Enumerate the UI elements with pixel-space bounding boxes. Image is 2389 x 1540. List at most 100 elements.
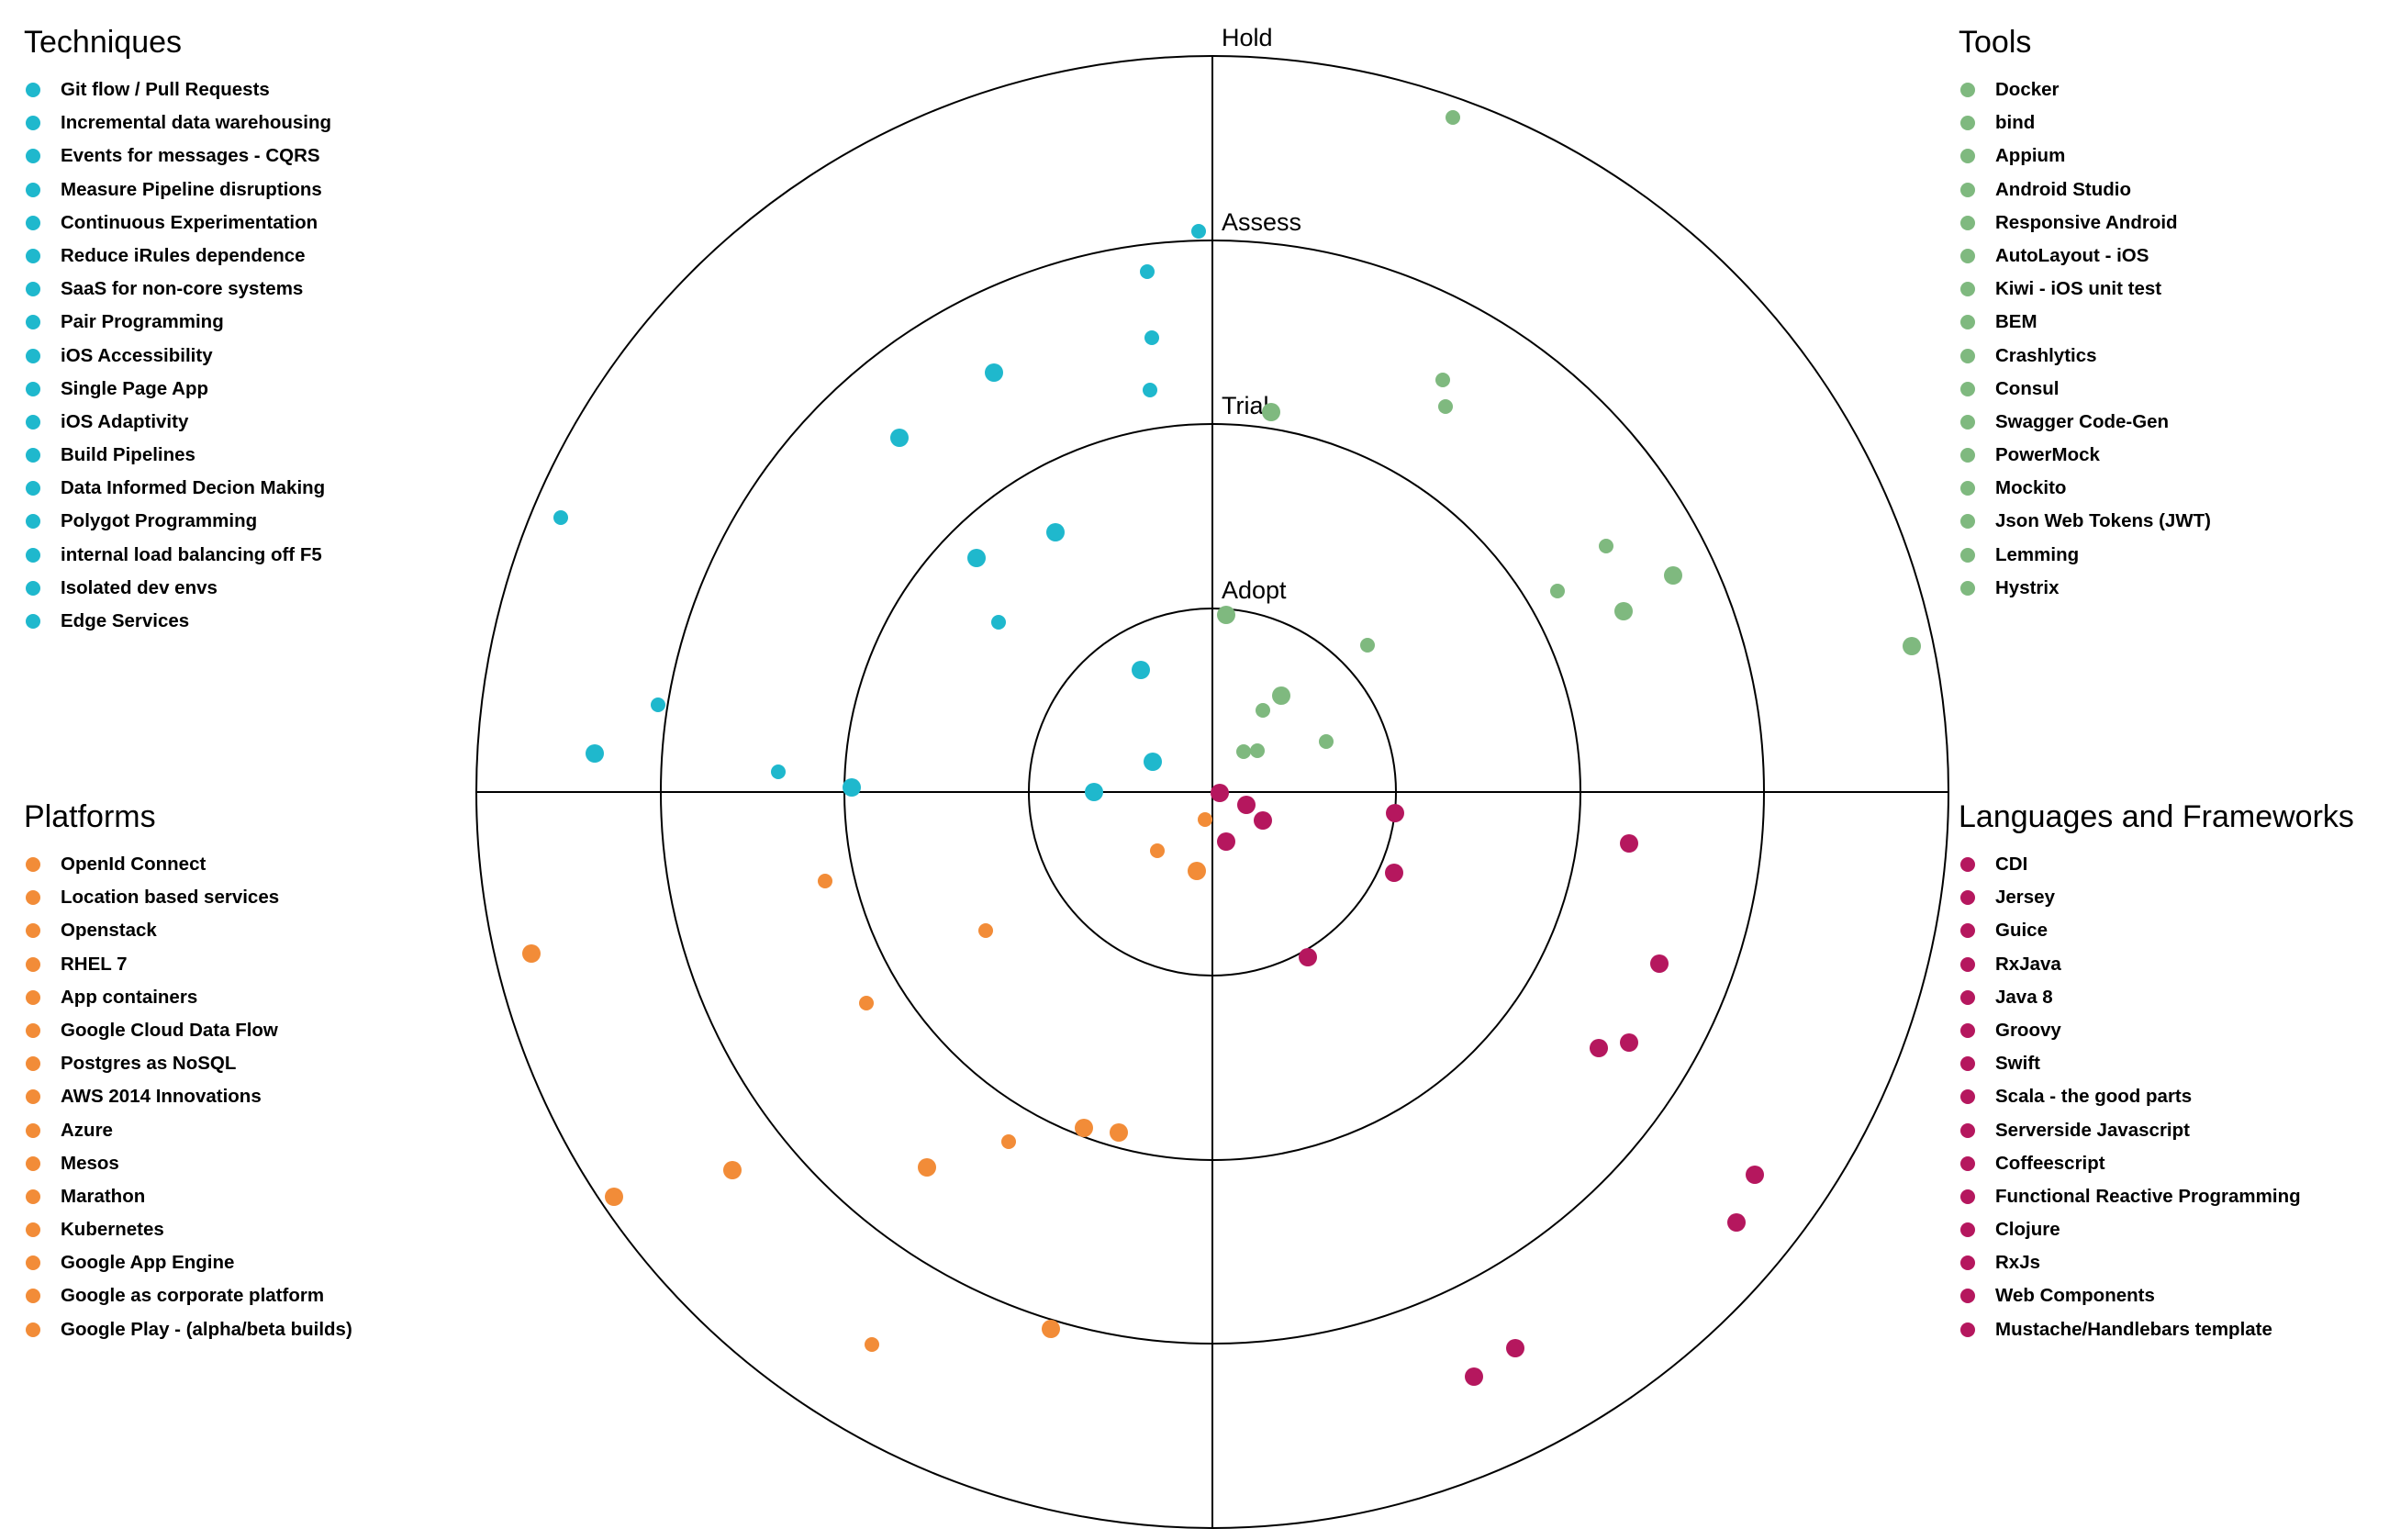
blip-languages-3[interactable] — [1386, 804, 1404, 822]
blip-techniques-13[interactable] — [586, 744, 604, 763]
legend-dot-icon — [26, 1289, 40, 1304]
legend-item-label: SaaS for non-core systems — [61, 278, 304, 300]
legend-dot-icon — [1960, 1289, 1975, 1304]
blip-techniques-9[interactable] — [991, 615, 1006, 630]
blip-techniques-14[interactable] — [771, 764, 786, 779]
blip-languages-6[interactable] — [1385, 864, 1403, 882]
blip-tools-11[interactable] — [1272, 686, 1290, 705]
legend-dot-icon — [26, 348, 40, 363]
legend-item: Kubernetes — [24, 1213, 352, 1246]
legend-dot-icon — [26, 381, 40, 396]
blip-platforms-6[interactable] — [859, 996, 874, 1010]
legend-dot-icon — [26, 1089, 40, 1105]
legend-item-label: Json Web Tokens (JWT) — [1995, 510, 2212, 532]
blip-tools-8[interactable] — [1217, 606, 1235, 624]
legend-item: Serverside Javascript — [1959, 1114, 2354, 1147]
blip-techniques-2[interactable] — [1144, 330, 1159, 345]
blip-tools-2[interactable] — [1438, 399, 1453, 414]
blip-tools-13[interactable] — [1319, 734, 1334, 749]
blip-tools-4[interactable] — [1599, 539, 1613, 553]
blip-tools-6[interactable] — [1550, 584, 1565, 598]
blip-languages-8[interactable] — [1650, 954, 1669, 973]
blip-platforms-12[interactable] — [605, 1188, 623, 1206]
blip-platforms-11[interactable] — [723, 1161, 742, 1179]
blip-platforms-4[interactable] — [978, 923, 993, 938]
blip-languages-5[interactable] — [1620, 834, 1638, 853]
blip-languages-1[interactable] — [1237, 796, 1256, 814]
legend-item-label: Scala - the good parts — [1995, 1086, 2193, 1108]
blip-techniques-4[interactable] — [985, 363, 1003, 382]
legend-dot-icon — [1960, 1255, 1975, 1271]
blip-platforms-5[interactable] — [522, 944, 541, 963]
blip-techniques-11[interactable] — [651, 697, 665, 712]
blip-platforms-10[interactable] — [918, 1158, 936, 1177]
blip-languages-9[interactable] — [1620, 1033, 1638, 1052]
blip-tools-15[interactable] — [1236, 744, 1251, 759]
blip-platforms-14[interactable] — [865, 1337, 879, 1352]
blip-techniques-15[interactable] — [843, 778, 861, 797]
blip-platforms-13[interactable] — [1042, 1320, 1060, 1338]
blip-techniques-12[interactable] — [1144, 753, 1162, 771]
blip-tools-3[interactable] — [1262, 403, 1280, 421]
blip-languages-7[interactable] — [1299, 948, 1317, 966]
blip-languages-12[interactable] — [1727, 1213, 1746, 1232]
legend-dot-icon — [1960, 923, 1975, 939]
blip-languages-2[interactable] — [1254, 811, 1272, 830]
blip-tools-7[interactable] — [1614, 602, 1633, 620]
blip-platforms-8[interactable] — [1110, 1123, 1128, 1142]
legend-dot-icon — [26, 182, 40, 197]
legend-dot-icon — [26, 481, 40, 497]
legend-dot-icon — [1960, 448, 1975, 463]
legend-item-label: bind — [1995, 112, 2036, 134]
legend-item-label: AutoLayout - iOS — [1995, 244, 2149, 266]
blip-languages-13[interactable] — [1506, 1339, 1524, 1357]
blip-techniques-8[interactable] — [967, 549, 986, 567]
blip-techniques-7[interactable] — [1046, 523, 1065, 541]
legend-list-techniques: Git flow / Pull Requests Incremental data… — [24, 73, 331, 638]
blip-platforms-0[interactable] — [1198, 812, 1212, 827]
legend-item-label: Openstack — [61, 920, 157, 942]
ring-label-assess: Assess — [1222, 208, 1301, 236]
legend-dot-icon — [26, 414, 40, 430]
legend-item: Jersey — [1959, 881, 2354, 914]
legend-dot-icon — [26, 989, 40, 1005]
legend-dot-icon — [1960, 1089, 1975, 1105]
blip-platforms-7[interactable] — [1075, 1119, 1093, 1137]
blip-platforms-3[interactable] — [818, 874, 832, 888]
legend-dot-icon — [1960, 1155, 1975, 1171]
blip-tools-0[interactable] — [1446, 110, 1460, 125]
legend-item-label: iOS Accessibility — [61, 344, 213, 366]
blip-tools-10[interactable] — [1360, 638, 1375, 653]
blip-tools-14[interactable] — [1250, 743, 1265, 758]
blip-tools-12[interactable] — [1256, 703, 1270, 718]
blip-techniques-0[interactable] — [1191, 224, 1206, 239]
blip-techniques-5[interactable] — [890, 429, 909, 447]
blip-platforms-9[interactable] — [1001, 1134, 1016, 1149]
blip-languages-11[interactable] — [1746, 1166, 1764, 1184]
blip-techniques-6[interactable] — [553, 510, 568, 525]
blip-languages-0[interactable] — [1211, 784, 1229, 802]
legend-item-label: Reduce iRules dependence — [61, 244, 306, 266]
blip-languages-14[interactable] — [1465, 1367, 1483, 1386]
legend-item-label: Build Pipelines — [61, 444, 195, 466]
legend-item: Mustache/Handlebars template — [1959, 1313, 2354, 1346]
blip-languages-4[interactable] — [1217, 832, 1235, 851]
legend-title-languages: Languages and Frameworks — [1959, 799, 2354, 834]
blip-techniques-16[interactable] — [1085, 783, 1103, 801]
legend-item: Consul — [1959, 373, 2211, 406]
blip-tools-9[interactable] — [1903, 637, 1921, 655]
blip-tools-1[interactable] — [1435, 373, 1450, 387]
blip-tools-5[interactable] — [1664, 566, 1682, 585]
blip-languages-10[interactable] — [1590, 1039, 1608, 1057]
legend-item: Clojure — [1959, 1213, 2354, 1246]
legend-item: Single Page App — [24, 373, 331, 406]
blip-techniques-10[interactable] — [1132, 661, 1150, 679]
legend-dot-icon — [26, 614, 40, 629]
legend-item-label: RHEL 7 — [61, 953, 128, 975]
blip-techniques-3[interactable] — [1143, 383, 1157, 397]
legend-item-label: App containers — [61, 986, 198, 1008]
blip-techniques-1[interactable] — [1140, 264, 1155, 279]
legend-item-label: Continuous Experimentation — [61, 211, 318, 233]
blip-platforms-1[interactable] — [1150, 843, 1165, 858]
blip-platforms-2[interactable] — [1188, 862, 1206, 880]
